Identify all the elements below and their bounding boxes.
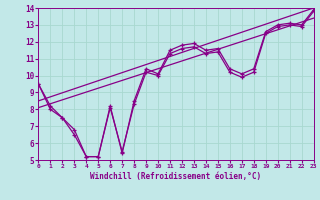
X-axis label: Windchill (Refroidissement éolien,°C): Windchill (Refroidissement éolien,°C) — [91, 172, 261, 181]
